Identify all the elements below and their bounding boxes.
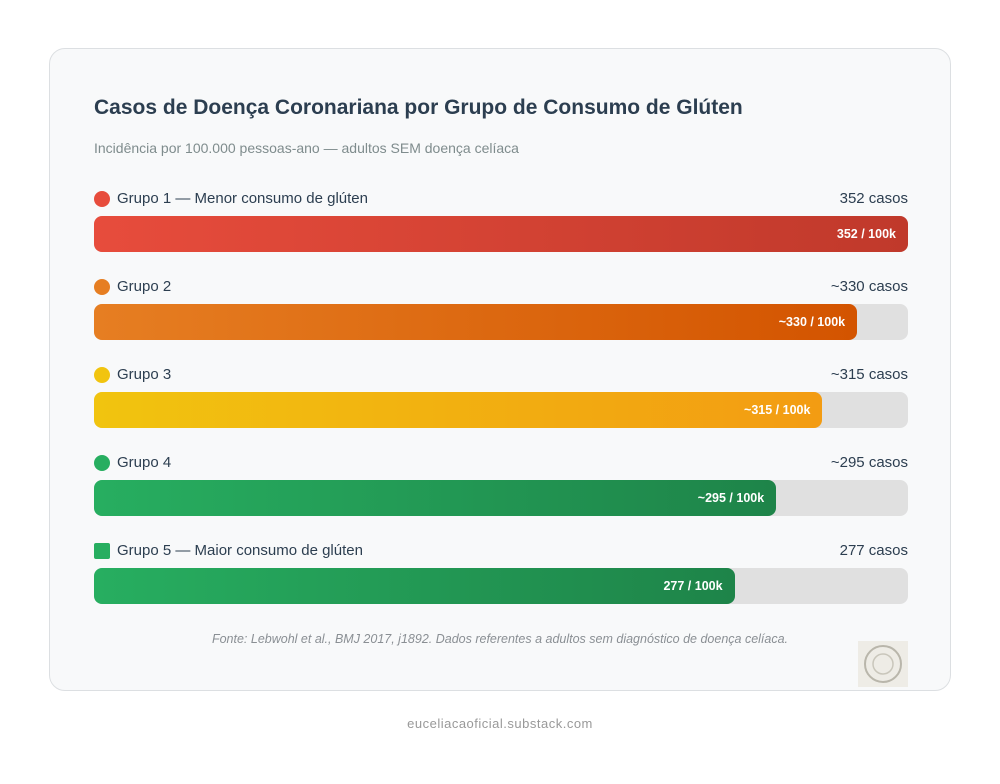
bar: 277 / 100k bbox=[94, 568, 735, 604]
category-icon bbox=[94, 190, 110, 207]
category-text: Grupo 3 bbox=[117, 366, 172, 383]
bar: ~315 / 100k bbox=[94, 392, 823, 428]
logo bbox=[858, 641, 908, 687]
category-icon bbox=[94, 454, 110, 471]
bar-track: ~330 / 100k bbox=[94, 304, 908, 340]
value-label: ~315 casos bbox=[830, 366, 908, 383]
bar: 352 / 100k bbox=[94, 216, 908, 252]
bar-row: Grupo 3 ~315 casos ~315 / 100k bbox=[94, 366, 908, 436]
footer: euceliacaoficial.substack.com bbox=[407, 716, 593, 731]
category-icon bbox=[94, 542, 110, 559]
logo-icon bbox=[864, 645, 902, 683]
bar-track: ~315 / 100k bbox=[94, 392, 908, 428]
category-label: Grupo 4 bbox=[94, 454, 171, 471]
bar-track: 352 / 100k bbox=[94, 216, 908, 252]
bar: ~295 / 100k bbox=[94, 480, 777, 516]
category-label: Grupo 3 bbox=[94, 366, 171, 383]
bar-track: 277 / 100k bbox=[94, 568, 908, 604]
bar-row: Grupo 1 — Menor consumo de glúten 352 cas… bbox=[94, 190, 908, 260]
chart-title: Casos de Doença Coronariana por Grupo de… bbox=[94, 96, 743, 119]
category-label: Grupo 2 bbox=[94, 278, 171, 295]
category-icon bbox=[94, 366, 110, 383]
card: Casos de Doença Coronariana por Grupo de… bbox=[49, 48, 951, 691]
chart-subtitle: Incidência por 100.000 pessoas-ano — adu… bbox=[94, 140, 519, 156]
value-label: ~295 casos bbox=[830, 454, 908, 471]
bar-label: 277 / 100k bbox=[663, 579, 723, 593]
value-label: ~330 casos bbox=[830, 278, 908, 295]
category-text: Grupo 5 — Maior consumo de glúten bbox=[117, 542, 363, 559]
category-text: Grupo 1 — Menor consumo de glúten bbox=[117, 190, 368, 207]
bar-label: ~295 / 100k bbox=[697, 491, 765, 505]
bar-track: ~295 / 100k bbox=[94, 480, 908, 516]
value-label: 352 casos bbox=[839, 190, 908, 207]
bar-row: Grupo 2 ~330 casos ~330 / 100k bbox=[94, 278, 908, 348]
value-label: 277 casos bbox=[839, 542, 908, 559]
category-label: Grupo 5 — Maior consumo de glúten bbox=[94, 542, 363, 559]
category-icon bbox=[94, 278, 110, 295]
bar-row: Grupo 4 ~295 casos ~295 / 100k bbox=[94, 454, 908, 524]
category-text: Grupo 2 bbox=[117, 278, 172, 295]
bar-label: 352 / 100k bbox=[836, 227, 896, 241]
bar: ~330 / 100k bbox=[94, 304, 858, 340]
bar-label: ~315 / 100k bbox=[744, 403, 811, 417]
bar-row: Grupo 5 — Maior consumo de glúten 277 cas… bbox=[94, 542, 908, 612]
bar-label: ~330 / 100k bbox=[778, 315, 846, 329]
category-text: Grupo 4 bbox=[117, 454, 172, 471]
category-label: Grupo 1 — Menor consumo de glúten bbox=[94, 190, 368, 207]
source-note: Fonte: Lebwohl et al., BMJ 2017, j1892. … bbox=[211, 632, 789, 646]
